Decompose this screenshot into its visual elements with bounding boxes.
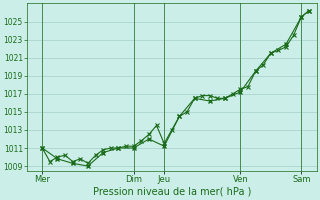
X-axis label: Pression niveau de la mer( hPa ): Pression niveau de la mer( hPa ) [92,187,251,197]
